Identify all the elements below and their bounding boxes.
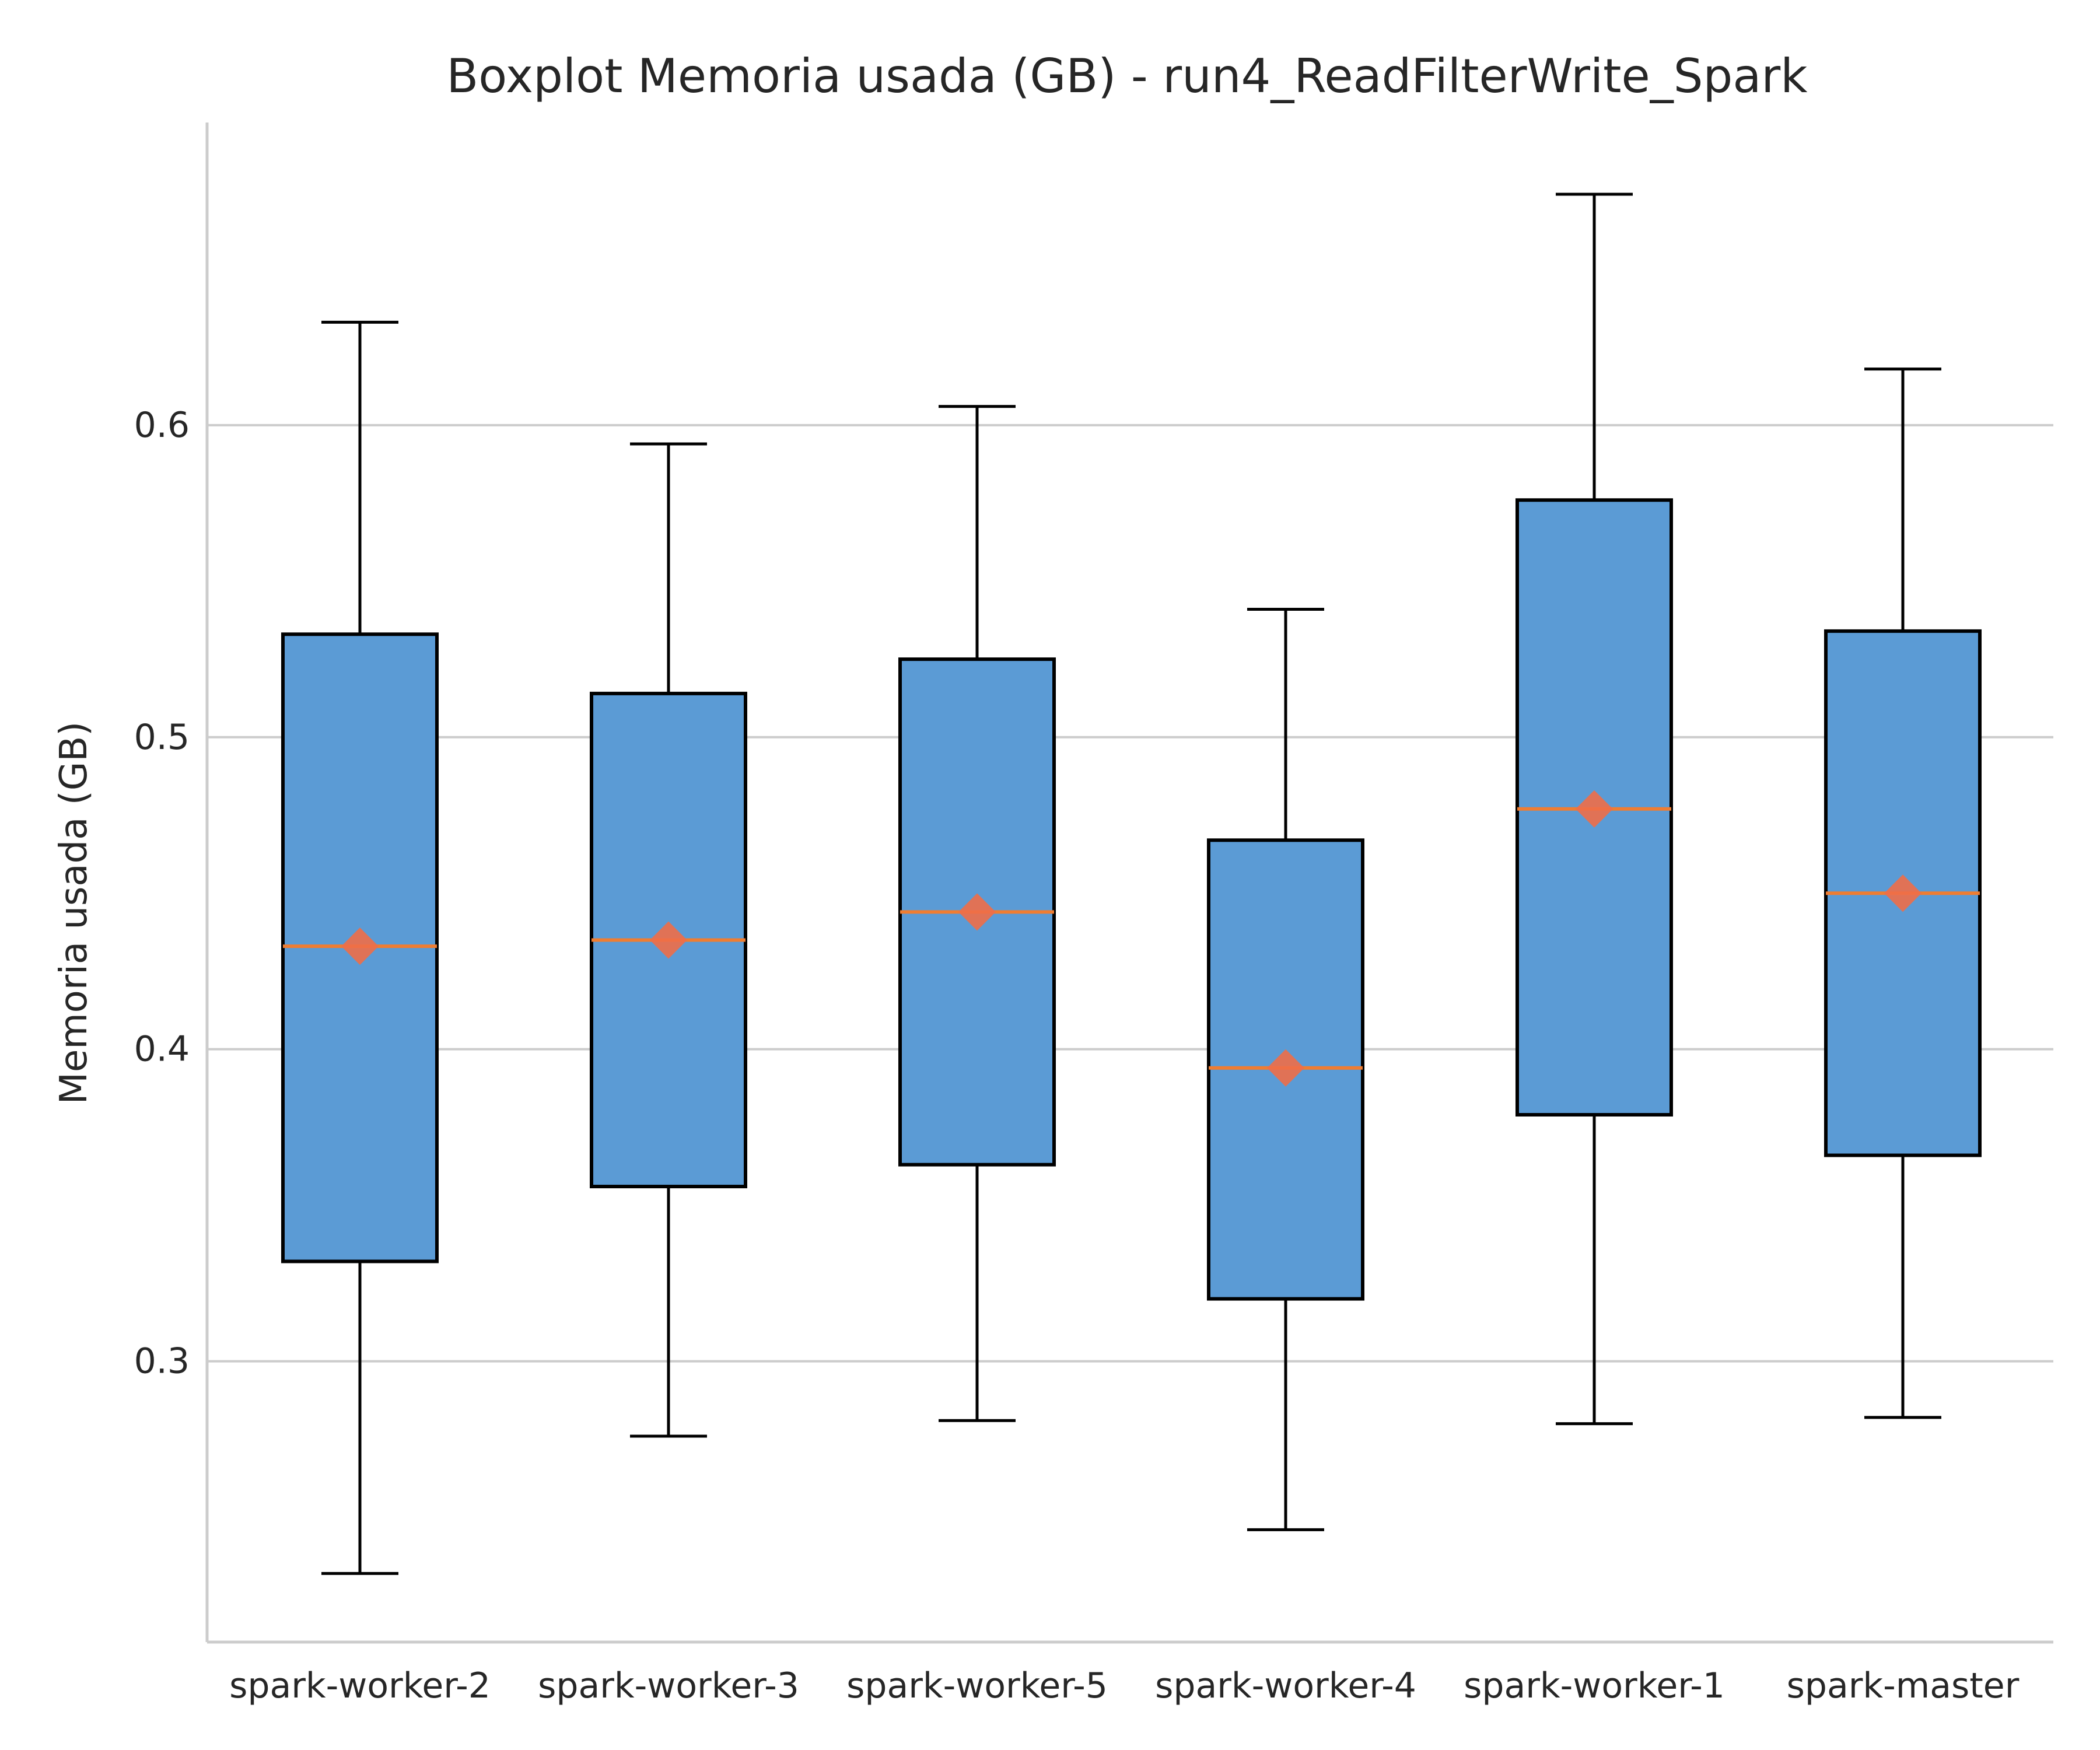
box-spark-worker-4 bbox=[1207, 607, 1364, 1531]
y-tick-label: 0.6 bbox=[134, 405, 190, 446]
box-spark-master bbox=[1824, 368, 1982, 1419]
mean-marker bbox=[1576, 790, 1613, 828]
x-tick-label: spark-worker-2 bbox=[229, 1665, 491, 1706]
y-tick-label: 0.3 bbox=[134, 1341, 190, 1382]
box-spark-worker-2 bbox=[281, 320, 439, 1575]
y-tick-label: 0.4 bbox=[134, 1029, 190, 1070]
mean-marker bbox=[341, 928, 379, 965]
mean-marker bbox=[958, 893, 996, 931]
y-axis-label: Memoria usada (GB) bbox=[52, 722, 96, 1105]
x-tick-label: spark-worker-1 bbox=[1464, 1665, 1725, 1706]
axes bbox=[205, 123, 2053, 1644]
tick-labels: 0.3 0.4 0.5 0.6 spark-worker-2 spark-worker-3… bbox=[134, 405, 2020, 1706]
mean-marker bbox=[650, 921, 687, 959]
grid-lines bbox=[207, 424, 2053, 1363]
box-spark-worker-5 bbox=[898, 405, 1056, 1422]
box-spark-worker-1 bbox=[1516, 192, 1673, 1426]
x-tick-label: spark-worker-5 bbox=[846, 1665, 1108, 1706]
boxes bbox=[281, 192, 1982, 1575]
x-tick-label: spark-worker-4 bbox=[1155, 1665, 1416, 1706]
chart-title: Boxplot Memoria usada (GB) - run4_ReadFi… bbox=[446, 49, 1808, 103]
box-spark-worker-3 bbox=[590, 442, 747, 1438]
mean-marker bbox=[1884, 874, 1922, 912]
mean-marker bbox=[1267, 1049, 1304, 1087]
x-tick-label: spark-master bbox=[1787, 1665, 2020, 1706]
x-tick-label: spark-worker-3 bbox=[538, 1665, 799, 1706]
y-tick-label: 0.5 bbox=[134, 717, 190, 758]
